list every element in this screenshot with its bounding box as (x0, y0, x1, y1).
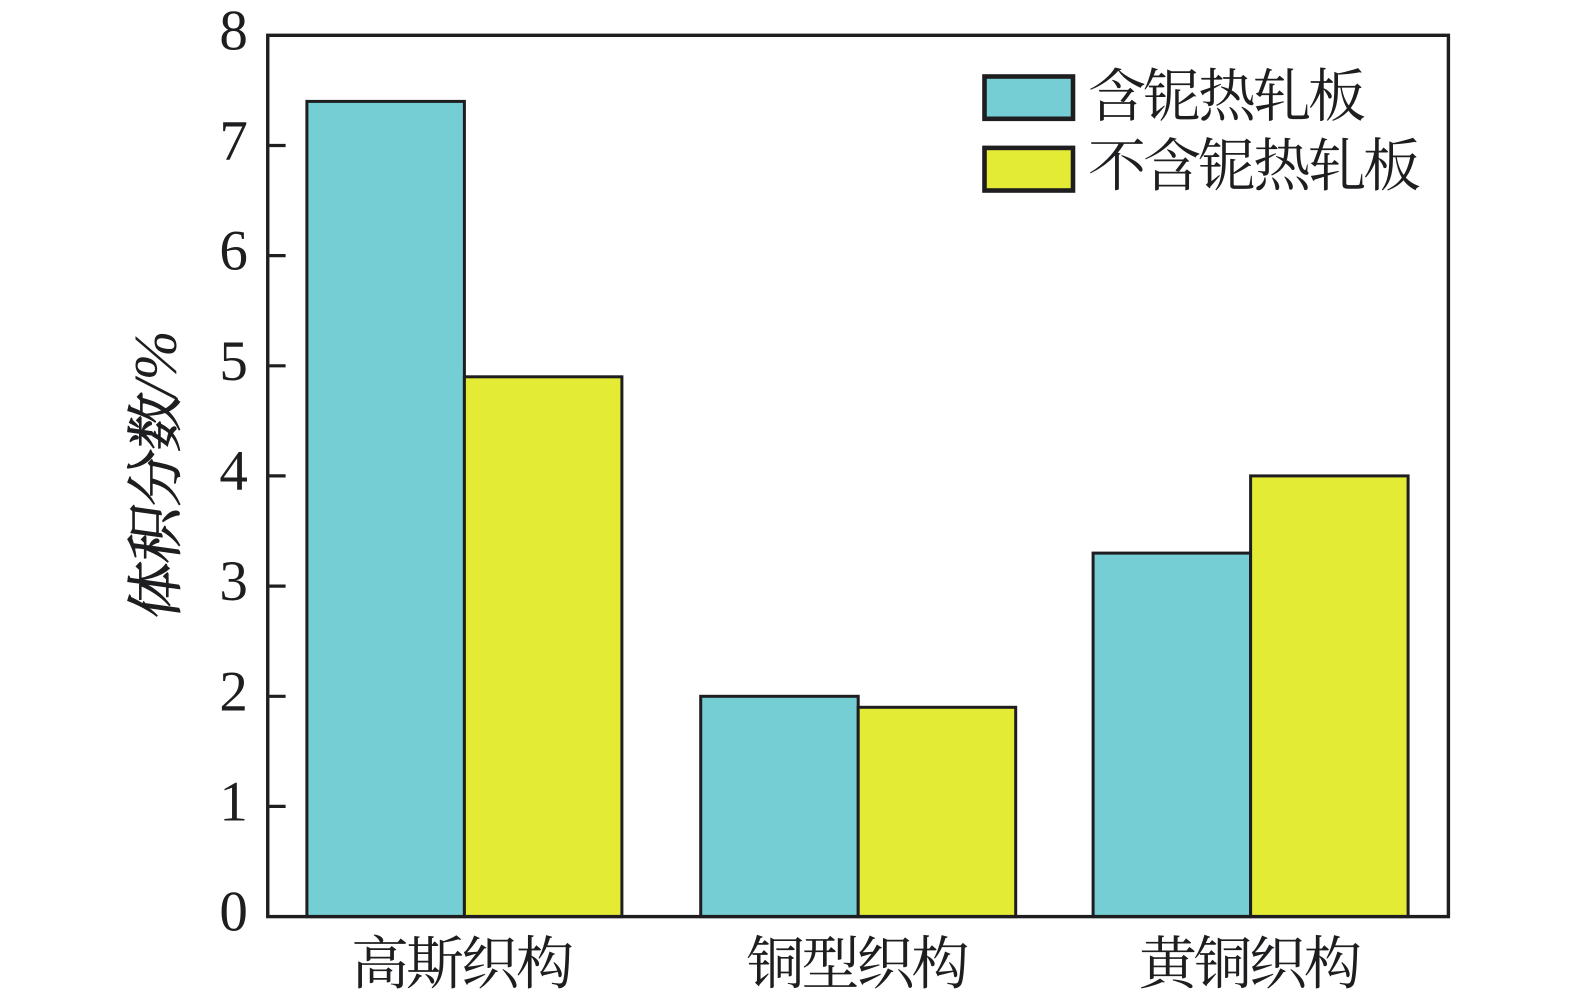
svg-text:/%: /% (122, 330, 188, 400)
svg-text:7: 7 (219, 110, 248, 173)
svg-text:8: 8 (219, 0, 248, 62)
svg-text:5: 5 (219, 330, 248, 393)
svg-text:3: 3 (219, 550, 248, 613)
svg-text:4: 4 (219, 440, 248, 503)
svg-text:6: 6 (219, 220, 248, 283)
svg-text:1: 1 (219, 770, 248, 833)
svg-text:0: 0 (219, 881, 248, 944)
svg-text:2: 2 (219, 660, 248, 723)
